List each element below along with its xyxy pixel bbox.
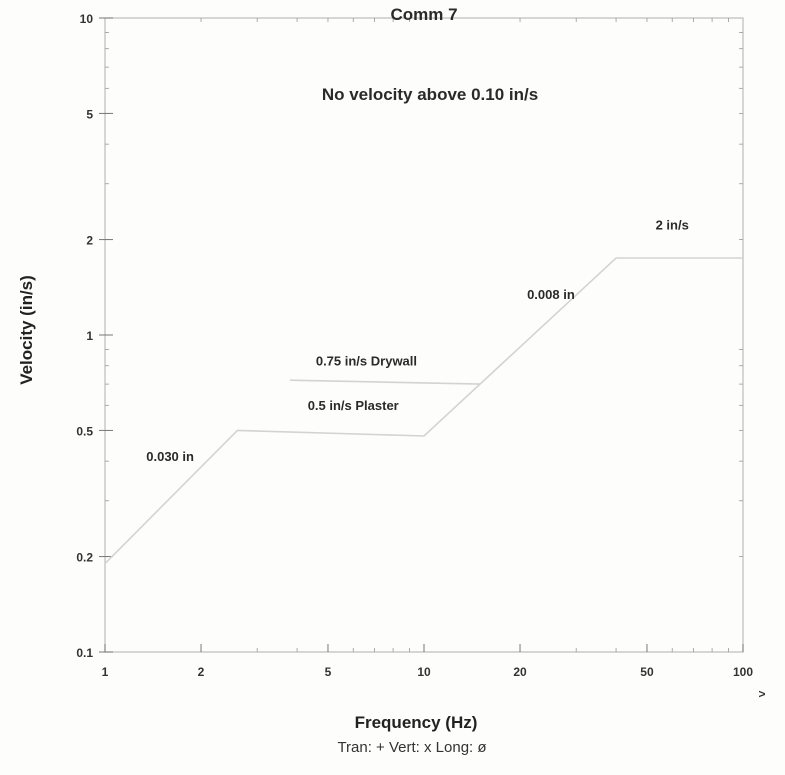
- curve-annotation: 0.75 in/s Drywall: [316, 354, 417, 369]
- curve-annotation: 0.008 in: [527, 287, 575, 302]
- curves: [104, 257, 743, 565]
- x-tick-label: 2: [198, 665, 205, 679]
- annotations: 0.030 in 0.75 in/s Drywall 0.5 in/s Plaste…: [146, 218, 689, 465]
- x-tick-label: 5: [325, 665, 332, 679]
- x-axis-arrow: >: [758, 687, 765, 701]
- chart-title: Comm 7: [390, 5, 457, 24]
- x-tick-label: 50: [640, 665, 654, 679]
- limit-curve-2: [289, 379, 481, 385]
- y-tick-label: 5: [86, 107, 93, 121]
- y-tick-label: 1: [86, 329, 93, 343]
- x-tick-label: 1: [102, 665, 109, 679]
- plot-frame: [104, 17, 744, 653]
- chart-subtitle: No velocity above 0.10 in/s: [322, 85, 538, 104]
- curve-annotation: 2 in/s: [656, 218, 689, 233]
- y-tick-label: 2: [86, 234, 93, 248]
- x-axis-label: Frequency (Hz): [355, 713, 478, 732]
- legend-text: Tran: + Vert: x Long: ø: [337, 739, 486, 756]
- minor-ticks: [105, 18, 743, 652]
- curve-annotation: 0.5 in/s Plaster: [308, 398, 399, 413]
- y-axis-label: Velocity (in/s): [17, 275, 36, 385]
- y-tick-label: 0.5: [76, 424, 93, 438]
- y-tick-label: 10: [80, 12, 94, 26]
- y-tick-labels: 0.1 0.2 0.5 1 2 5 10: [76, 12, 93, 660]
- x-tick-label: 10: [417, 665, 431, 679]
- y-tick-label: 0.1: [76, 646, 93, 660]
- x-tick-label: 100: [733, 665, 753, 679]
- curve-annotation: 0.030 in: [146, 449, 194, 464]
- limit-curve-1: [104, 257, 743, 565]
- x-tick-label: 20: [513, 665, 527, 679]
- x-tick-labels: 1 2 5 10 20 50 100: [102, 665, 754, 679]
- major-ticks: [99, 17, 744, 653]
- y-tick-label: 0.2: [76, 551, 93, 565]
